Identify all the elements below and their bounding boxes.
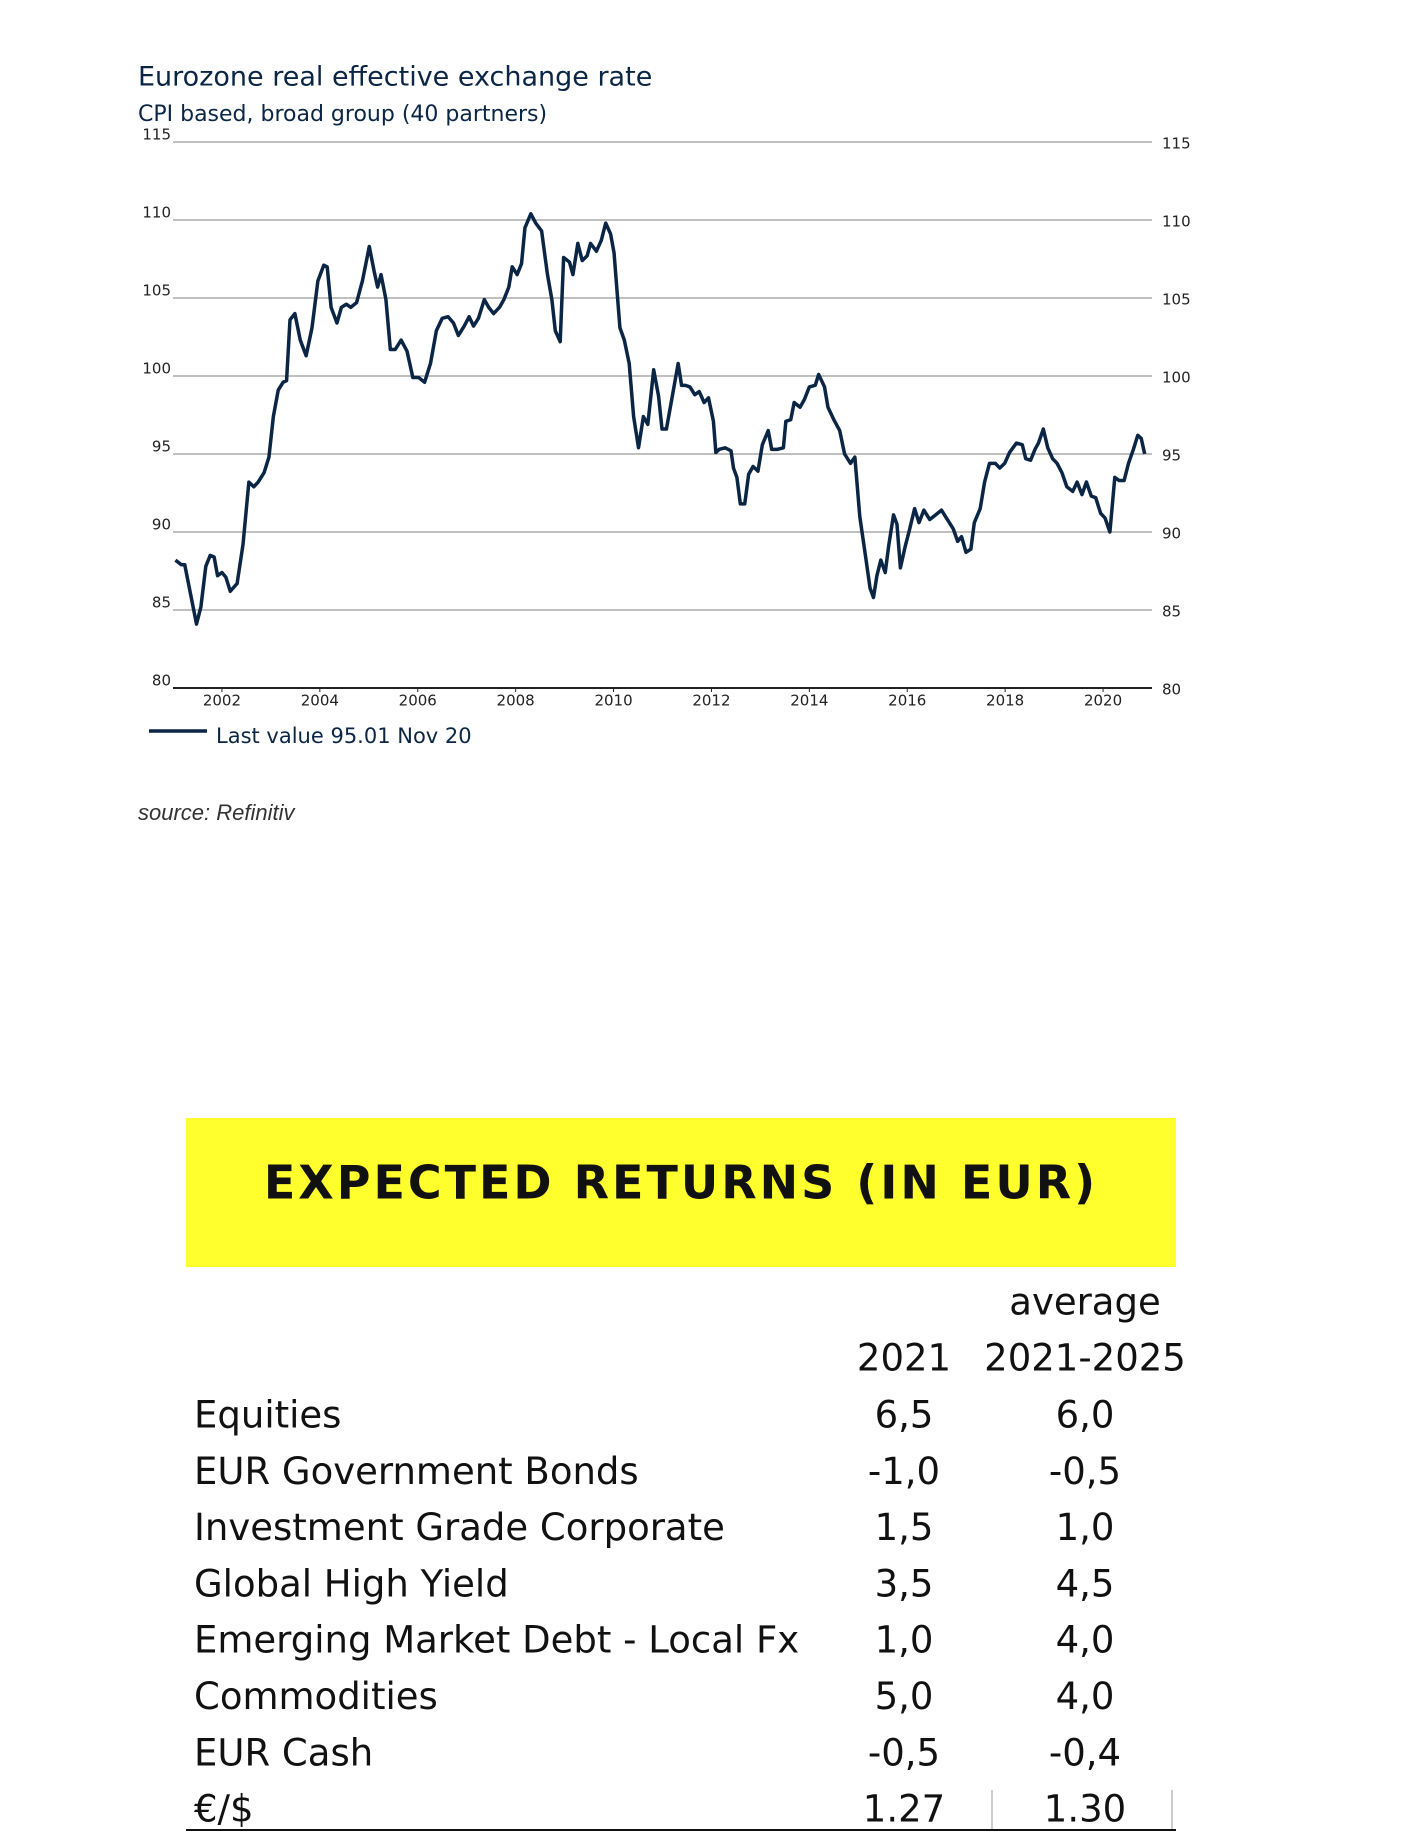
x-tick-label: 2002 [203,692,241,710]
cell-value: 3,5 [875,1562,934,1605]
line-series [174,212,1147,626]
y2-tick-label: 85 [1162,603,1181,621]
y2-tick-label: 110 [1162,213,1191,231]
cell-value: 1,0 [1056,1506,1115,1549]
cell-value: -0,5 [868,1731,940,1774]
cell-value: 1.27 [863,1788,945,1831]
column-header: 2021 [857,1337,951,1380]
y2-tick-label: 105 [1162,291,1191,309]
row-label: Commodities [194,1675,438,1718]
y2-tick-label: 80 [1162,681,1181,699]
y-tick-label: 105 [142,282,171,300]
x-tick-label: 2016 [888,692,926,710]
x-tick-label: 2004 [301,692,339,710]
row-label: Emerging Market Debt - Local Fx [194,1619,799,1662]
cell-value: 4,0 [1056,1619,1115,1662]
y-tick-label: 80 [152,672,171,690]
column-header: 2021-2025 [984,1337,1186,1380]
cell-value: 1,5 [875,1506,934,1549]
cell-value: 1.30 [1044,1788,1126,1831]
chart-subtitle: CPI based, broad group (40 partners) [138,102,547,127]
y-tick-label: 95 [152,438,171,456]
title-banner [186,1118,1176,1267]
x-tick-label: 2012 [692,692,730,710]
row-label: EUR Government Bonds [194,1450,639,1493]
y-tick-label: 110 [142,204,171,222]
cell-value: 5,0 [875,1675,934,1718]
row-label: €/$ [194,1788,254,1831]
cell-value: -0,5 [1049,1450,1121,1493]
y2-tick-label: 95 [1162,447,1181,465]
table-rows: Equities 6,5 6,0 EUR Government Bonds -1,0 -0… [194,1394,1126,1831]
y2-tick-label: 90 [1162,525,1181,543]
table-title: EXPECTED RETURNS (IN EUR) [264,1156,1098,1210]
legend-label: Last value 95.01 Nov 20 [216,724,472,748]
cell-value: 4,5 [1056,1562,1115,1605]
chart-title: Eurozone real effective exchange rate [138,62,652,93]
cell-value: -0,4 [1049,1731,1121,1774]
x-tick-label: 2018 [986,692,1024,710]
y2-tick-label: 115 [1162,135,1191,153]
y-tick-label: 115 [142,126,171,144]
row-label: Investment Grade Corporate [194,1506,725,1549]
x-tick-label: 2008 [497,692,535,710]
cell-value: 4,0 [1056,1675,1115,1718]
row-label: Equities [194,1394,341,1437]
x-tick-label: 2006 [399,692,437,710]
cell-value: 6,5 [875,1394,934,1437]
y-tick-label: 100 [142,360,171,378]
y-tick-label: 85 [152,594,171,612]
y-tick-label: 90 [152,516,171,534]
y2-tick-label: 100 [1162,369,1191,387]
cell-value: 1,0 [875,1619,934,1662]
chart: 80 80 85 85 90 90 95 95 100 100 105 105 110 110 115 115… [142,126,1190,749]
x-tick-label: 2020 [1084,692,1122,710]
x-tick-label: 2010 [594,692,632,710]
cell-value: -1,0 [868,1450,940,1493]
x-tick-label: 2014 [790,692,828,710]
row-label: Global High Yield [194,1562,509,1605]
source-note: source: Refinitiv [138,800,297,825]
cell-value: 6,0 [1056,1394,1115,1437]
row-label: EUR Cash [194,1731,373,1774]
column-header: average [1009,1281,1160,1324]
